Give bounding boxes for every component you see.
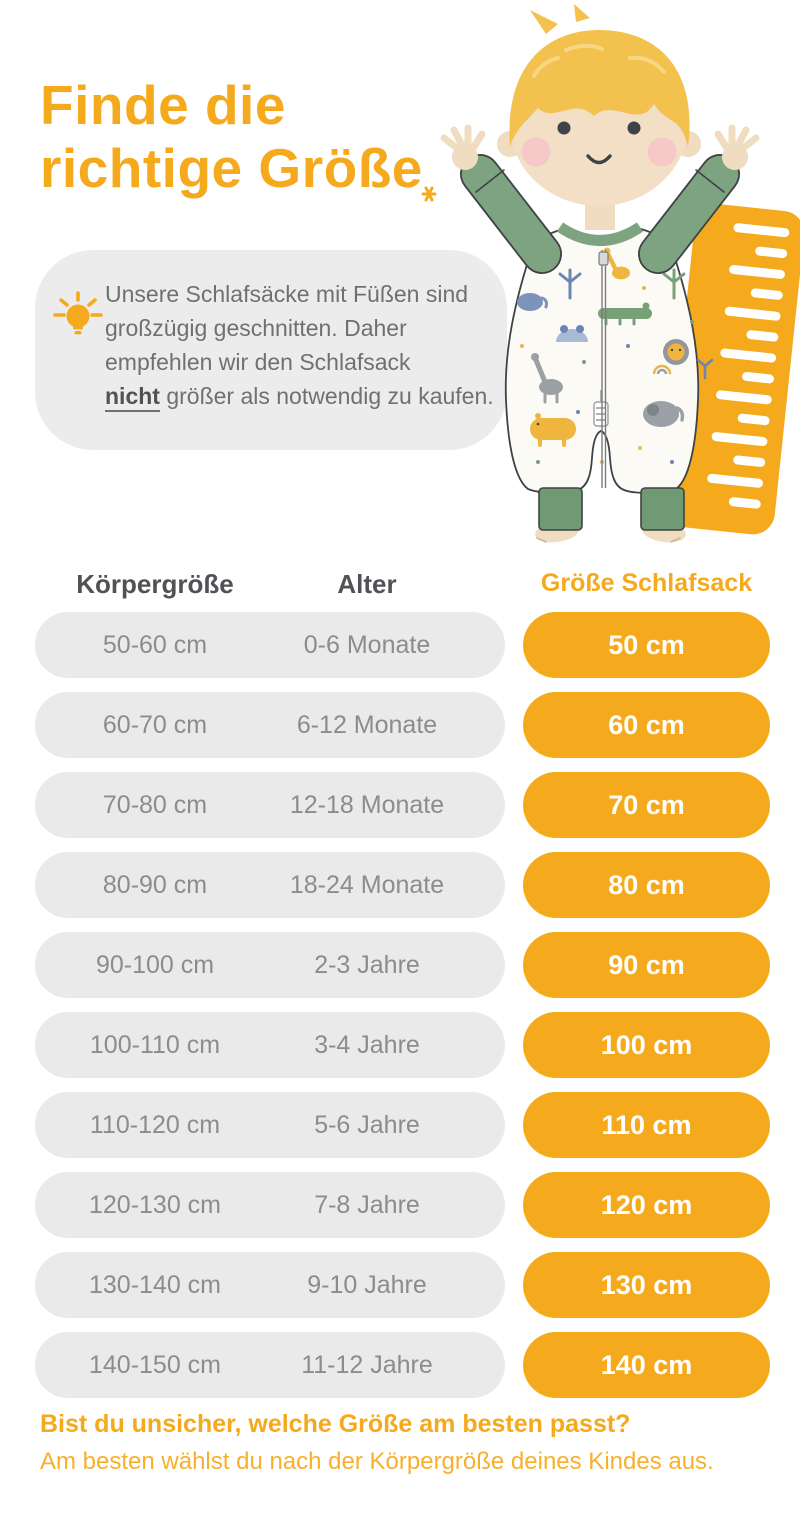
row-body-height: 120-130 cm <box>88 1191 222 1219</box>
row-age: 6-12 Monate <box>296 711 438 739</box>
child-illustration <box>421 4 800 543</box>
row-pill-bag-size: 100 cm <box>523 1012 770 1078</box>
table-row: 60-70 cm 6-12 Monate 60 cm <box>0 692 800 758</box>
row-body-height: 60-70 cm <box>102 711 208 739</box>
row-body-height: 80-90 cm <box>102 871 208 899</box>
tip-line-2: großzügig geschnitten. Daher <box>105 315 407 341</box>
footer: Bist du unsicher, welche Größe am besten… <box>40 1410 780 1476</box>
row-pill-body-age: 60-70 cm 6-12 Monate <box>35 692 505 758</box>
page-title-line1: Finde die <box>40 74 286 136</box>
tip-box: Unsere Schlafsäcke mit Füßen sind großzü… <box>35 250 507 450</box>
row-age: 11-12 Jahre <box>301 1351 433 1379</box>
header-body-height: Körpergröße <box>76 569 234 599</box>
table-row: 100-110 cm 3-4 Jahre 100 cm <box>0 1012 800 1078</box>
header-age: Alter <box>337 569 397 599</box>
page-title-line2: richtige Größe <box>40 137 423 199</box>
cheek-right <box>647 137 677 167</box>
row-pill-bag-size: 110 cm <box>523 1092 770 1158</box>
row-pill-bag-size: 60 cm <box>523 692 770 758</box>
tip-highlight: nicht <box>105 383 160 412</box>
sparkle-icon <box>421 186 437 202</box>
tip-text: Unsere Schlafsäcke mit Füßen sind großzü… <box>105 277 497 413</box>
collar <box>556 222 644 246</box>
row-body-height: 110-120 cm <box>89 1111 221 1139</box>
row-pill-bag-size: 140 cm <box>523 1332 770 1398</box>
measuring-ruler-icon <box>665 203 800 535</box>
row-pill-body-age: 100-110 cm 3-4 Jahre <box>35 1012 505 1078</box>
row-body-height: 130-140 cm <box>88 1271 222 1299</box>
row-age: 5-6 Jahre <box>314 1111 420 1139</box>
row-pill-body-age: 50-60 cm 0-6 Monate <box>35 612 505 678</box>
row-pill-bag-size: 130 cm <box>523 1252 770 1318</box>
table-row: 140-150 cm 11-12 Jahre 140 cm <box>0 1332 800 1398</box>
tip-line-1: Unsere Schlafsäcke mit Füßen sind <box>105 281 469 307</box>
row-pill-bag-size: 90 cm <box>523 932 770 998</box>
row-body-height: 100-110 cm <box>89 1031 221 1059</box>
smile <box>586 154 612 165</box>
row-pill-bag-size: 80 cm <box>523 852 770 918</box>
hands <box>440 124 760 170</box>
row-age: 9-10 Jahre <box>307 1271 427 1299</box>
table-row: 70-80 cm 12-18 Monate 70 cm <box>0 772 800 838</box>
size-table: 50-60 cm 0-6 Monate 50 cm 60-70 cm 6-12 … <box>0 612 800 1412</box>
lightbulb-icon <box>53 291 103 335</box>
sleeves <box>460 154 740 274</box>
row-age: 3-4 Jahre <box>314 1031 420 1059</box>
row-pill-body-age: 130-140 cm 9-10 Jahre <box>35 1252 505 1318</box>
table-row: 50-60 cm 0-6 Monate 50 cm <box>0 612 800 678</box>
safari-print <box>517 247 714 464</box>
row-age: 0-6 Monate <box>303 631 431 659</box>
row-pill-body-age: 90-100 cm 2-3 Jahre <box>35 932 505 998</box>
row-body-height: 140-150 cm <box>88 1351 222 1379</box>
row-bag-size: 70 cm <box>608 790 685 820</box>
table-row: 120-130 cm 7-8 Jahre 120 cm <box>0 1172 800 1238</box>
row-age: 7-8 Jahre <box>314 1191 420 1219</box>
tip-line-4: größer als notwendig zu kaufen. <box>159 383 494 409</box>
row-pill-body-age: 140-150 cm 11-12 Jahre <box>35 1332 505 1398</box>
table-row: 130-140 cm 9-10 Jahre 130 cm <box>0 1252 800 1318</box>
table-row: 90-100 cm 2-3 Jahre 90 cm <box>0 932 800 998</box>
row-age: 2-3 Jahre <box>314 951 420 979</box>
row-pill-body-age: 80-90 cm 18-24 Monate <box>35 852 505 918</box>
row-pill-bag-size: 50 cm <box>523 612 770 678</box>
row-pill-body-age: 120-130 cm 7-8 Jahre <box>35 1172 505 1238</box>
row-body-height: 50-60 cm <box>102 631 208 659</box>
table-row: 110-120 cm 5-6 Jahre 110 cm <box>0 1092 800 1158</box>
row-age: 18-24 Monate <box>289 871 445 899</box>
size-table-headers: Körpergröße Alter Größe Schlafsack <box>0 569 800 603</box>
row-body-height: 90-100 cm <box>95 951 215 979</box>
table-row: 80-90 cm 18-24 Monate 80 cm <box>0 852 800 918</box>
page-title: Finde die richtige Größe <box>40 74 423 200</box>
zipper-pull <box>598 251 609 266</box>
header-bag-size: Größe Schlafsack <box>540 569 753 597</box>
tip-line-3: empfehlen wir den Schlafsack <box>105 349 411 375</box>
row-bag-size: 120 cm <box>600 1190 693 1220</box>
row-bag-size: 90 cm <box>608 950 685 980</box>
eye-right <box>627 121 641 135</box>
zipper <box>601 250 607 488</box>
row-bag-size: 140 cm <box>600 1350 693 1380</box>
row-bag-size: 60 cm <box>608 710 685 740</box>
row-pill-bag-size: 120 cm <box>523 1172 770 1238</box>
row-bag-size: 110 cm <box>601 1110 692 1140</box>
footer-question: Bist du unsicher, welche Größe am besten… <box>40 1410 631 1438</box>
row-bag-size: 50 cm <box>608 630 685 660</box>
row-bag-size: 130 cm <box>600 1270 693 1300</box>
ankle-cuffs <box>538 487 685 531</box>
row-age: 12-18 Monate <box>289 791 445 819</box>
row-pill-body-age: 110-120 cm 5-6 Jahre <box>35 1092 505 1158</box>
child-head <box>497 4 701 230</box>
row-body-height: 70-80 cm <box>102 791 208 819</box>
row-pill-bag-size: 70 cm <box>523 772 770 838</box>
row-bag-size: 100 cm <box>600 1030 693 1060</box>
eye-left <box>557 121 571 135</box>
row-pill-body-age: 70-80 cm 12-18 Monate <box>35 772 505 838</box>
footer-hint: Am besten wählst du nach der Körpergröße… <box>40 1448 714 1475</box>
row-bag-size: 80 cm <box>608 870 685 900</box>
cheek-left <box>521 137 551 167</box>
